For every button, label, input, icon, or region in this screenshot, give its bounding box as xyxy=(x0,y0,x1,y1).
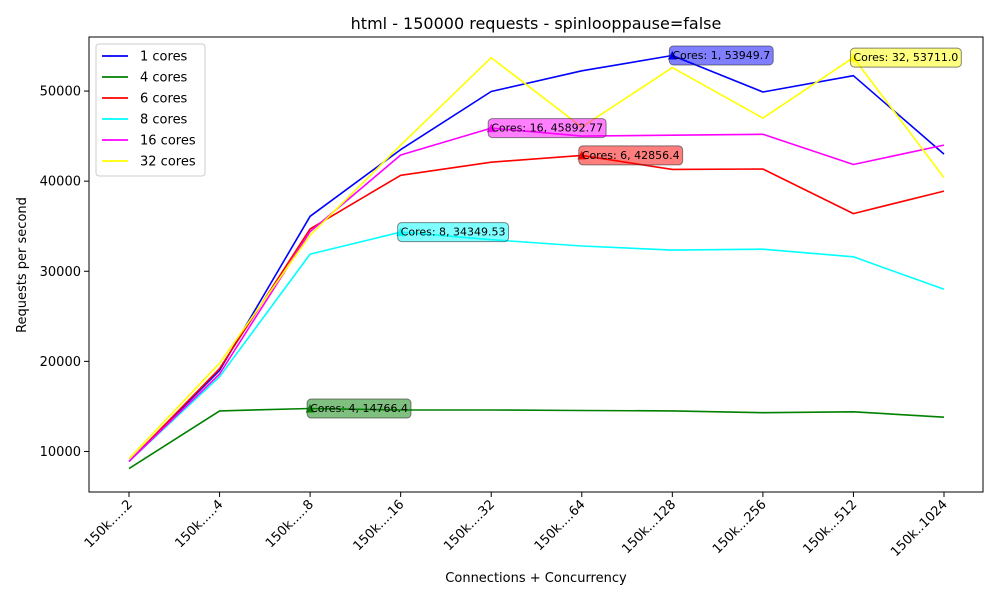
legend-label: 32 cores xyxy=(140,155,196,170)
series-line-6-cores xyxy=(128,154,945,462)
legend-label: 16 cores xyxy=(140,134,196,149)
series-line-8-cores xyxy=(128,231,945,462)
x-tick-label: 150k...256 xyxy=(710,497,770,557)
annotation-box xyxy=(849,47,962,68)
annotation-label: Cores: 1, 53949.7 xyxy=(672,49,770,62)
y-axis-title: Requests per second xyxy=(15,197,30,333)
series-line-4-cores xyxy=(128,407,945,470)
legend: 1 cores 4 cores 6 cores 8 cores 16 cores 32 c… xyxy=(95,43,206,177)
peak-annotation: Cores: 16, 45892.77 xyxy=(487,118,607,139)
annotation-box xyxy=(306,398,412,419)
x-tick-label: 150k..1024 xyxy=(888,497,951,560)
plot-frame xyxy=(88,36,984,493)
peak-annotation: Cores: 8, 34349.53 xyxy=(397,222,510,243)
peak-annotation: Cores: 6, 42856.4 xyxy=(578,145,684,166)
peak-annotation: Cores: 4, 14766.4 xyxy=(306,398,412,419)
annotation-label: Cores: 32, 53711.0 xyxy=(853,51,958,64)
y-axis: 10000 20000 30000 40000 50000 xyxy=(40,85,89,460)
peak-annotation: Cores: 1, 53949.7 xyxy=(668,45,774,66)
annotation-box xyxy=(487,118,607,139)
y-tick-label: 50000 xyxy=(40,85,81,100)
annotation-label: Cores: 4, 14766.4 xyxy=(310,402,408,415)
y-tick-label: 20000 xyxy=(40,355,81,370)
x-axis-title: Connections + Concurrency xyxy=(445,571,627,586)
y-tick-label: 40000 xyxy=(40,175,81,190)
legend-label: 6 cores xyxy=(140,92,188,107)
x-tick-label: 150k....16 xyxy=(351,497,408,554)
peak-annotations: Cores: 1, 53949.7 Cores: 4, 14766.4 Cores:… xyxy=(305,45,962,419)
annotation-label: Cores: 16, 45892.77 xyxy=(491,122,603,135)
x-tick-label: 150k...512 xyxy=(800,497,860,557)
chart-title: html - 150000 requests - spinlooppause=f… xyxy=(351,14,722,33)
x-tick-label: 150k.....4 xyxy=(172,497,226,551)
series-line-1-cores xyxy=(128,54,945,462)
peak-annotation: Cores: 32, 53711.0 xyxy=(849,47,962,68)
x-tick-label: 150k....32 xyxy=(441,497,498,554)
y-tick-label: 10000 xyxy=(40,445,81,460)
legend-label: 1 cores xyxy=(140,50,188,65)
legend-label: 4 cores xyxy=(140,71,188,86)
plot-area xyxy=(128,54,945,470)
legend-label: 8 cores xyxy=(140,113,188,128)
y-tick-label: 30000 xyxy=(40,265,81,280)
annotation-label: Cores: 8, 34349.53 xyxy=(401,226,506,239)
x-tick-label: 150k...128 xyxy=(619,497,679,557)
annotation-box xyxy=(397,222,510,243)
annotation-label: Cores: 6, 42856.4 xyxy=(582,149,680,162)
series-line-32-cores xyxy=(128,56,945,460)
x-tick-label: 150k.....8 xyxy=(263,497,317,551)
x-axis: 150k.....2 150k.....4 150k.....8 150k....16… xyxy=(82,492,951,560)
annotation-box xyxy=(578,145,684,166)
x-tick-label: 150k....64 xyxy=(532,497,589,554)
annotation-box xyxy=(668,45,774,66)
x-tick-label: 150k.....2 xyxy=(82,497,136,551)
